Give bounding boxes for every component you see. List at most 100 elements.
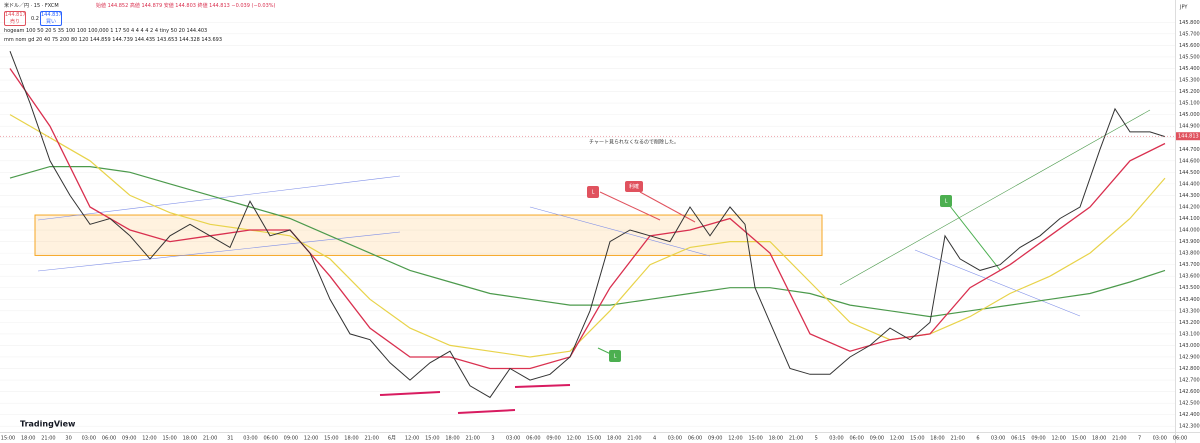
y-tick-label: 145.200 [1179,89,1200,95]
x-tick-label: 12:00 [728,436,742,442]
x-tick-label: 18:00 [1092,436,1106,442]
y-tick-label: 144.300 [1179,193,1200,199]
y-tick-label: 143.100 [1179,331,1200,337]
y-tick-label: 144.600 [1179,158,1200,164]
x-tick-label: 12:00 [304,436,318,442]
support-line [379,391,441,396]
buy-label: 買い [45,19,56,25]
x-tick-label: 21:00 [789,436,803,442]
x-tick-label: 18:00 [769,436,783,442]
indicator-legend: mm nom gd 20 40 75 200 80 120 144.859 14… [4,37,223,43]
x-tick-label: 09:00 [284,436,298,442]
x-tick-label: 21:00 [1112,436,1126,442]
x-tick-label: 12:00 [1052,436,1066,442]
series-line [9,68,1166,370]
y-tick-label: 144.000 [1179,228,1200,234]
x-tick-label: 7 [1138,436,1141,442]
marker-box [587,186,599,198]
x-tick-label: 18:00 [344,436,358,442]
x-tick-label: 06:00 [102,436,116,442]
x-tick-label: 12:00 [142,436,156,442]
sell-button[interactable]: 144.817 売り [4,11,26,26]
marker-leader [599,191,661,221]
y-tick-label: 145.100 [1179,101,1200,107]
x-tick-label: 31 [227,436,233,442]
x-tick-label: 21:00 [951,436,965,442]
x-tick-label: 15:00 [1072,436,1086,442]
buy-price: 144.837 [41,12,62,18]
x-tick-label: 5 [815,436,818,442]
x-tick-label: 06:00 [849,436,863,442]
logo: TradingView [20,420,76,429]
marker-box [940,195,952,207]
annotation: チャート見られなくなるので削除した。 [589,139,679,146]
x-tick-label: 18:00 [607,436,621,442]
y-tick-label: 142.900 [1179,354,1200,360]
x-tick-label: 15:00 [324,436,338,442]
x-tick-label: 09:00 [546,436,560,442]
y-tick-label: 143.600 [1179,274,1200,280]
x-tick-label: 15:00 [910,436,924,442]
y-tick-label: 145.400 [1179,66,1200,72]
price-zone [34,214,823,256]
x-tick-label: 6 [976,436,979,442]
y-tick-label: 144.100 [1179,216,1200,222]
x-tick-label: 30 [65,436,71,442]
y-tick-label: 142.600 [1179,389,1200,395]
x-tick-label: 21:00 [365,436,379,442]
currency: JPY [1179,5,1188,11]
support-line [514,384,571,388]
x-tick-label: 15:00 [748,436,762,442]
x-tick-label: 18:00 [930,436,944,442]
x-tick-label: 03:00 [668,436,682,442]
y-tick-label: 145.300 [1179,78,1200,84]
y-tick-label: 142.300 [1179,424,1200,430]
x-tick-label: 06:15 [1011,436,1025,442]
y-tick-label: 142.400 [1179,412,1200,418]
y-tick-label: 143.400 [1179,297,1200,303]
x-tick-label: 4 [653,436,656,442]
x-tick-label: 18:00 [21,436,35,442]
last-price-label: 144.813 [1178,134,1199,140]
y-tick-label: 143.500 [1179,285,1200,291]
series-line [9,166,1166,318]
x-tick-label: 6月 [388,436,396,442]
y-tick-label: 144.400 [1179,181,1200,187]
x-tick-label: 15:00 [587,436,601,442]
x-tick-label: 12:00 [405,436,419,442]
x-tick-label: 03:00 [991,436,1005,442]
y-tick-label: 143.900 [1179,239,1200,245]
marker-label: L [592,190,595,196]
support-line [457,409,516,414]
y-tick-label: 145.000 [1179,112,1200,118]
marker-leader [945,200,1001,271]
series-line [9,51,1166,399]
x-tick-label: 03:00 [82,436,96,442]
y-tick-label: 144.200 [1179,204,1200,210]
ohlc: 始値 144.852 高値 144.879 安値 144.803 終値 144.… [96,3,276,9]
x-tick-label: 06:00 [688,436,702,442]
x-tick-label: 03:00 [506,436,520,442]
buy-button[interactable]: 144.837 買い [40,11,62,26]
x-tick-label: 21:00 [41,436,55,442]
x-tick-label: 12:00 [567,436,581,442]
series-line [9,114,1166,358]
marker-box [609,350,621,362]
spread: 0.2 [31,16,39,22]
marker-label: 利確 [629,183,639,190]
x-tick-label: 21:00 [627,436,641,442]
y-tick-label: 143.300 [1179,308,1200,314]
sell-price: 144.817 [5,12,26,18]
x-tick-label: 21:00 [203,436,217,442]
trend-line [529,206,711,257]
marker-label: L [614,354,617,360]
y-tick-label: 142.800 [1179,366,1200,372]
x-tick-label: 03:00 [1153,436,1167,442]
y-tick-label: 145.700 [1179,31,1200,37]
y-tick-label: 145.500 [1179,54,1200,60]
x-tick-label: 03:00 [243,436,257,442]
marker-box [625,181,643,192]
sell-label: 売り [9,19,20,25]
trend-line [914,249,1081,317]
